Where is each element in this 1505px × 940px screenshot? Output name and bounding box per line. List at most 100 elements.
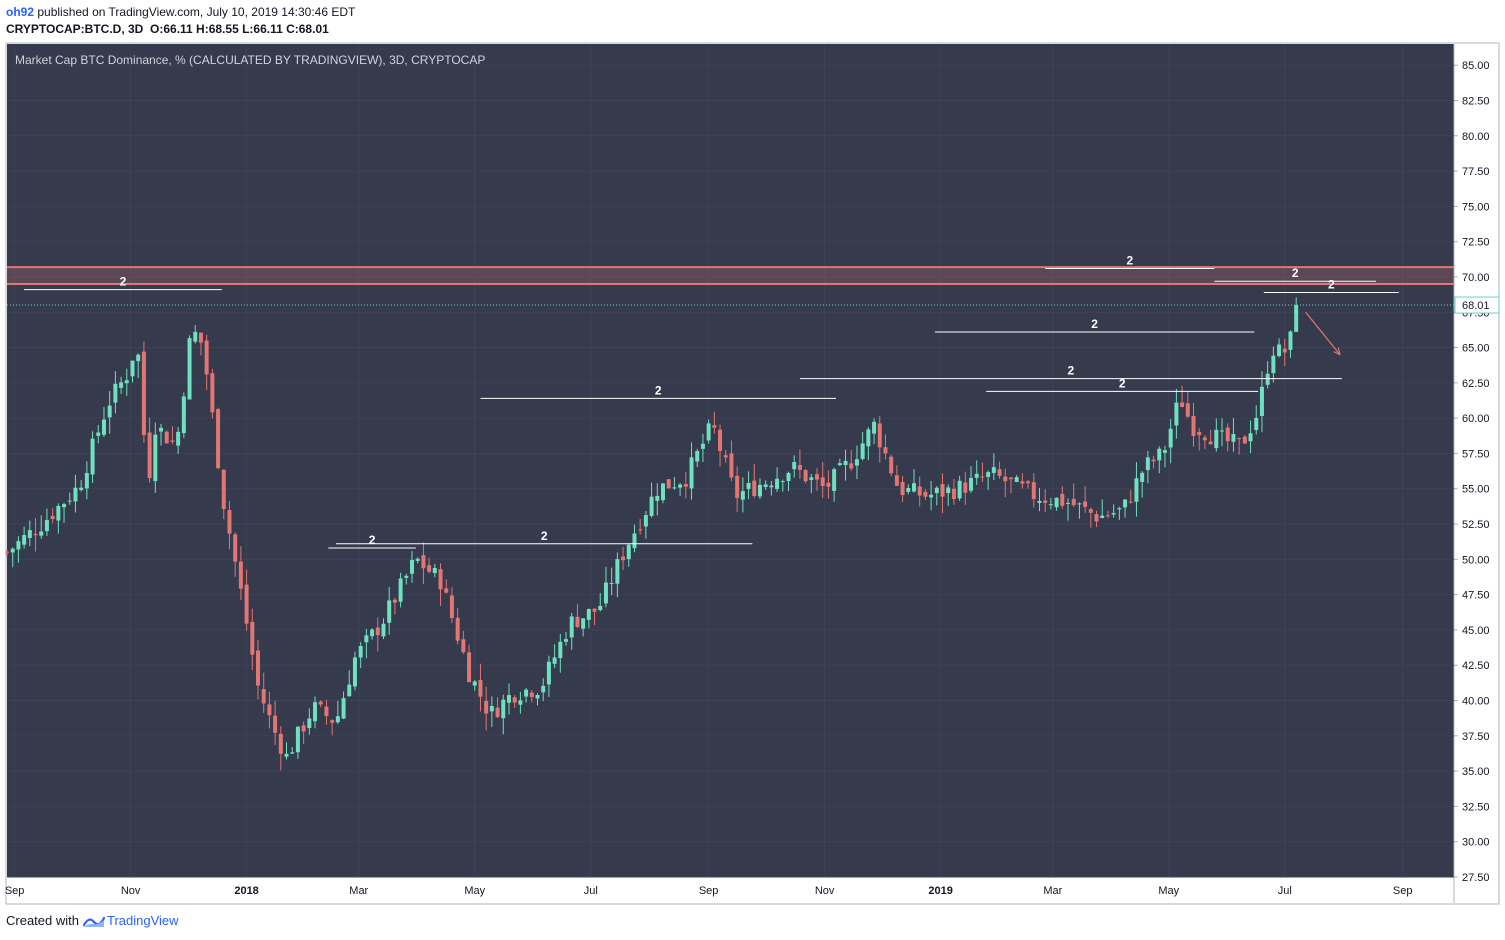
candle-body xyxy=(130,360,135,377)
candle-body xyxy=(729,453,734,478)
candle-body xyxy=(1151,459,1156,462)
candle xyxy=(410,551,415,583)
candle xyxy=(621,546,626,571)
candle-body xyxy=(1214,429,1219,449)
candle xyxy=(1214,418,1219,452)
candle-body xyxy=(392,599,397,603)
candle-body xyxy=(387,600,392,623)
candle-body xyxy=(90,438,95,475)
author-link[interactable]: oh92 xyxy=(6,5,35,19)
candle xyxy=(586,608,591,629)
y-tick-label: 40.00 xyxy=(1462,696,1490,708)
candle-body xyxy=(233,534,238,562)
candle-body xyxy=(444,588,449,593)
candle-body xyxy=(621,556,626,561)
candle-body xyxy=(438,569,443,590)
candle-body xyxy=(1180,402,1185,407)
candle xyxy=(238,546,243,601)
projection-arrow-line xyxy=(1305,311,1341,355)
candle xyxy=(290,746,295,754)
candle xyxy=(153,422,158,493)
candle xyxy=(974,460,979,485)
candle xyxy=(1265,361,1270,389)
candle-body xyxy=(1277,344,1282,357)
candle xyxy=(546,655,551,697)
candle xyxy=(56,503,61,534)
candle-body xyxy=(689,457,694,489)
candle-body xyxy=(969,477,974,491)
candle xyxy=(198,332,203,356)
candle-body xyxy=(410,559,415,574)
price-chart[interactable]: 2 2 2 2 2 2 2 2 2 2 85.00 82.50 80.00 77.50 75.00 72.5… xyxy=(0,0,1505,910)
candle xyxy=(136,353,141,378)
candle xyxy=(1048,497,1053,510)
candle-body xyxy=(193,331,198,342)
candle xyxy=(506,683,511,715)
y-tick-label: 57.50 xyxy=(1462,448,1490,460)
candle xyxy=(210,368,215,419)
candle-body xyxy=(946,487,951,494)
candle-body xyxy=(67,500,72,502)
candle-body xyxy=(484,700,489,714)
candle xyxy=(1008,477,1013,494)
candle xyxy=(1117,506,1122,521)
y-tick-label: 30.00 xyxy=(1462,837,1490,849)
level-line-label: 2 xyxy=(1068,364,1075,378)
candle-body xyxy=(763,484,768,488)
candle-body xyxy=(883,447,888,454)
tradingview-link[interactable]: TradingView xyxy=(82,913,179,928)
candle-body xyxy=(295,726,300,753)
candle xyxy=(1026,479,1031,489)
candle-body xyxy=(541,685,546,693)
candle-body xyxy=(56,505,61,521)
candle xyxy=(854,445,859,480)
candle-body xyxy=(1043,500,1048,503)
candle xyxy=(364,628,369,659)
candle xyxy=(221,469,226,520)
candle-body xyxy=(923,491,928,497)
candle xyxy=(929,481,934,511)
candle-body xyxy=(598,605,603,611)
candle xyxy=(740,477,745,513)
candle xyxy=(872,418,877,445)
candle xyxy=(387,587,392,635)
candle-body xyxy=(370,629,375,637)
candle xyxy=(706,419,711,444)
candle-body xyxy=(290,752,295,754)
candle xyxy=(934,486,939,506)
candle xyxy=(415,557,420,564)
candle xyxy=(797,449,802,479)
candle-body xyxy=(638,529,643,531)
candle-body xyxy=(678,484,683,488)
candle-body xyxy=(797,465,802,470)
x-tick-label: Sep xyxy=(699,885,719,897)
y-tick-label: 45.00 xyxy=(1462,625,1490,637)
candle-body xyxy=(1242,436,1247,444)
candle xyxy=(432,563,437,578)
x-axis-ticks: Sep Nov 2018 Mar May Jul Sep Nov 2019 Mar May Jul Se… xyxy=(5,885,1413,897)
x-tick-label: Nov xyxy=(815,885,835,897)
footer: Created with TradingView xyxy=(6,913,179,928)
candle xyxy=(1128,489,1133,504)
candle xyxy=(991,453,996,481)
candle xyxy=(564,631,569,646)
candle-body xyxy=(478,680,483,697)
candle-body xyxy=(318,701,323,705)
candle xyxy=(187,335,192,400)
candle xyxy=(79,480,84,492)
candle-body xyxy=(723,455,728,458)
candle xyxy=(735,466,740,512)
candle xyxy=(1231,417,1236,452)
candle xyxy=(883,434,888,460)
candle xyxy=(176,427,181,454)
candle xyxy=(449,587,454,624)
last-price-label: 68.01 xyxy=(1462,300,1490,312)
candle xyxy=(541,678,546,702)
candle-body xyxy=(991,467,996,473)
level-line: 2 xyxy=(986,376,1259,392)
candle xyxy=(341,691,346,720)
candle xyxy=(1271,346,1276,383)
candle xyxy=(661,483,665,504)
candle-body xyxy=(467,652,472,683)
candle-body xyxy=(1294,305,1299,332)
